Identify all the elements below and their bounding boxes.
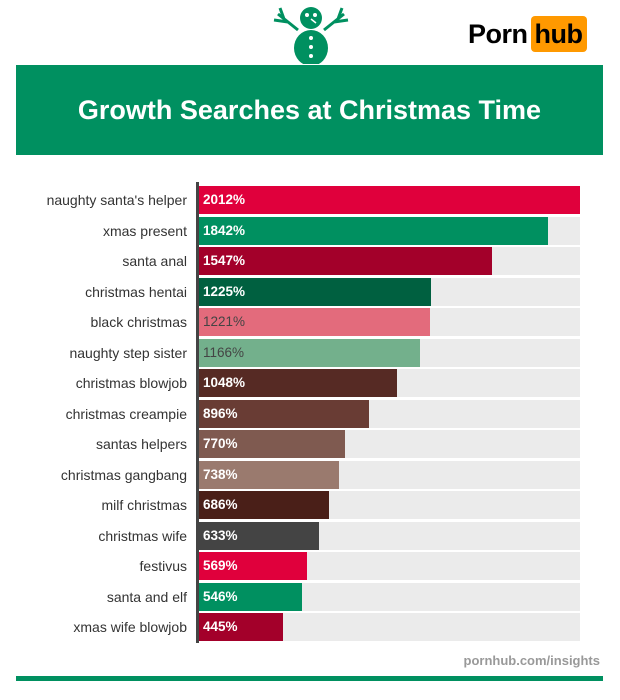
bar <box>199 430 345 458</box>
bar <box>199 308 431 336</box>
category-label: christmas creampie <box>65 405 187 422</box>
category-label: black christmas <box>90 314 187 330</box>
category-label: christmas gangbang <box>60 466 187 483</box>
source-label: pornhub.com/insights <box>463 653 601 668</box>
category-label: xmas wife blowjob <box>73 619 187 635</box>
bar <box>199 491 329 519</box>
category-label: christmas blowjob <box>75 375 187 391</box>
bar <box>199 582 303 611</box>
bar <box>199 460 339 489</box>
chart-title: Growth Searches at Christmas Time <box>16 65 603 155</box>
footer-divider <box>16 676 603 681</box>
category-label: christmas hentai <box>85 283 187 300</box>
data-label: 1547% <box>203 253 246 268</box>
data-label: 2012% <box>203 192 246 207</box>
category-label: christmas wife <box>98 527 187 544</box>
bar <box>199 613 284 641</box>
y-axis-line <box>196 182 199 643</box>
data-label: 569% <box>203 558 238 573</box>
data-label: 686% <box>203 497 238 512</box>
data-label: 896% <box>203 405 238 421</box>
bar <box>199 186 580 214</box>
category-label: santa and elf <box>106 588 187 605</box>
data-label: 1225% <box>203 283 246 299</box>
data-label: 1221% <box>203 314 246 329</box>
bar <box>199 399 369 428</box>
data-label: 633% <box>203 527 238 543</box>
category-label: festivus <box>139 558 187 574</box>
bar <box>199 216 548 245</box>
bar <box>199 369 398 397</box>
category-label: naughty santa's helper <box>46 192 187 208</box>
bar <box>199 552 307 580</box>
data-label: 1842% <box>203 222 246 238</box>
data-label: 1048% <box>203 375 246 390</box>
data-label: 1166% <box>203 344 245 360</box>
category-label: naughty step sister <box>69 344 187 361</box>
bar <box>199 247 492 275</box>
bar <box>199 521 319 550</box>
category-label: santa anal <box>122 253 187 269</box>
category-label: milf christmas <box>101 497 187 513</box>
data-label: 546% <box>203 588 238 604</box>
snowman-icon <box>273 7 349 64</box>
data-label: 445% <box>203 619 238 634</box>
bar <box>199 338 420 367</box>
bar <box>199 277 431 306</box>
category-label: xmas present <box>102 222 187 239</box>
data-label: 738% <box>203 466 238 482</box>
brand-logo: Porn hub <box>468 16 587 52</box>
category-label: santas helpers <box>95 436 187 452</box>
data-label: 770% <box>203 436 238 451</box>
